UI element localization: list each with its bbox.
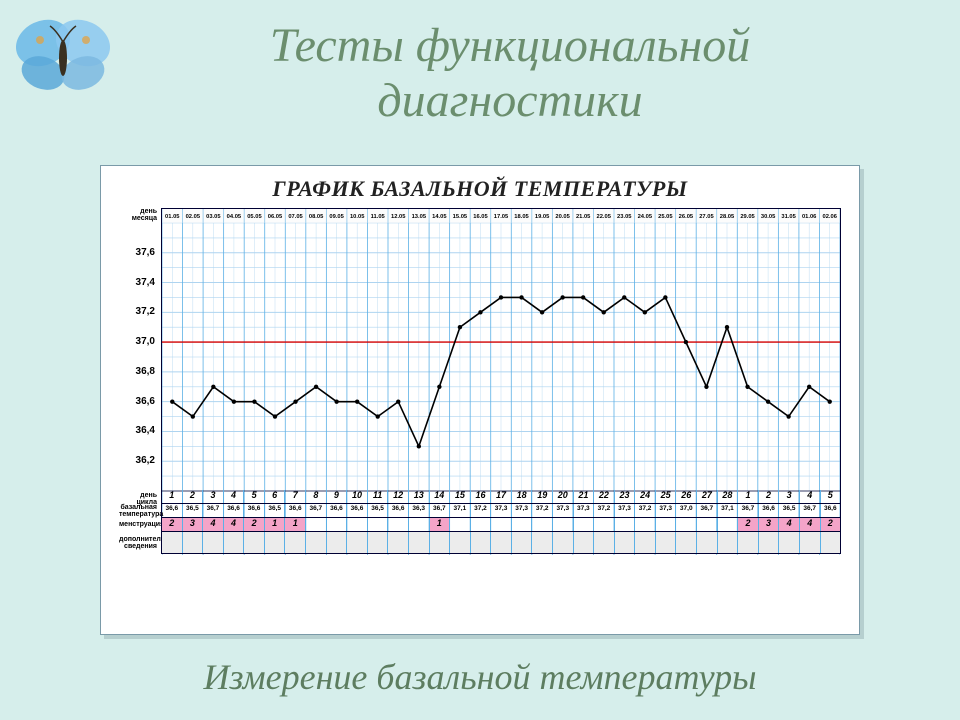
- svg-text:22.05: 22.05: [597, 214, 612, 220]
- svg-text:16.05: 16.05: [473, 214, 488, 220]
- svg-text:25.05: 25.05: [658, 214, 673, 220]
- svg-text:26.05: 26.05: [679, 214, 694, 220]
- svg-text:01.06: 01.06: [802, 214, 816, 220]
- svg-text:23.05: 23.05: [617, 214, 632, 220]
- svg-text:24.05: 24.05: [638, 214, 653, 220]
- svg-text:15.05: 15.05: [453, 214, 468, 220]
- y-tick: 36,6: [119, 396, 155, 407]
- title-line2: диагностики: [377, 74, 642, 127]
- y-tick: 36,2: [119, 455, 155, 466]
- svg-text:04.05: 04.05: [227, 214, 242, 220]
- svg-text:17.05: 17.05: [494, 214, 509, 220]
- svg-text:01.05: 01.05: [165, 214, 180, 220]
- y-tick: 37,4: [119, 277, 155, 288]
- data-row: [161, 532, 841, 554]
- svg-text:10.05: 10.05: [350, 214, 365, 220]
- svg-text:19.05: 19.05: [535, 214, 550, 220]
- svg-text:02.05: 02.05: [186, 214, 201, 220]
- svg-text:21.05: 21.05: [576, 214, 591, 220]
- svg-text:27.05: 27.05: [699, 214, 714, 220]
- y-tick: 37,2: [119, 306, 155, 317]
- svg-text:14.05: 14.05: [432, 214, 447, 220]
- chart-body: день месяца 37,6 37,4 37,2 37,0 36,8 36,6 36,4…: [119, 208, 841, 618]
- svg-text:07.05: 07.05: [288, 214, 303, 220]
- y-tick: 37,0: [119, 336, 155, 347]
- subtitle: Измерение базальной температуры: [0, 656, 960, 698]
- svg-text:29.05: 29.05: [740, 214, 755, 220]
- page-title: Тесты функциональной диагностики: [100, 18, 920, 128]
- svg-text:06.05: 06.05: [268, 214, 283, 220]
- svg-text:18.05: 18.05: [514, 214, 529, 220]
- svg-text:28.05: 28.05: [720, 214, 735, 220]
- y-label-top: день месяца: [119, 208, 157, 222]
- svg-text:13.05: 13.05: [412, 214, 427, 220]
- svg-text:05.05: 05.05: [247, 214, 262, 220]
- row-label: менструация: [119, 521, 157, 528]
- svg-text:08.05: 08.05: [309, 214, 324, 220]
- chart-title: ГРАФИК БАЗАЛЬНОЙ ТЕМПЕРАТУРЫ: [101, 166, 859, 208]
- svg-text:02.06: 02.06: [823, 214, 837, 220]
- row-label: базальная температура: [119, 504, 157, 518]
- data-row: 2344211123442: [161, 518, 841, 532]
- svg-text:12.05: 12.05: [391, 214, 406, 220]
- svg-text:03.05: 03.05: [206, 214, 221, 220]
- svg-text:31.05: 31.05: [781, 214, 796, 220]
- svg-text:09.05: 09.05: [329, 214, 344, 220]
- data-row: 1234567891011121314151617181920212223242…: [161, 490, 841, 504]
- y-tick: 36,4: [119, 425, 155, 436]
- chart-card: ГРАФИК БАЗАЛЬНОЙ ТЕМПЕРАТУРЫ день месяца…: [100, 165, 860, 635]
- y-tick: 37,6: [119, 247, 155, 258]
- data-row: 36,636,536,736,636,636,536,636,736,636,6…: [161, 504, 841, 518]
- svg-text:20.05: 20.05: [555, 214, 570, 220]
- svg-text:11.05: 11.05: [371, 214, 386, 220]
- y-tick: 36,8: [119, 366, 155, 377]
- svg-text:30.05: 30.05: [761, 214, 776, 220]
- title-line1: Тесты функциональной: [270, 19, 751, 72]
- row-label: дополнительные сведения: [119, 536, 157, 550]
